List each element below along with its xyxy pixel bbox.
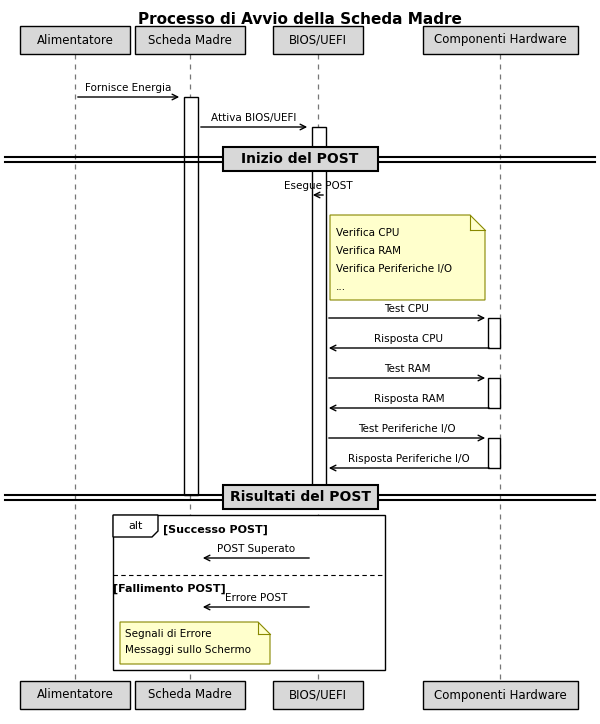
- Bar: [20, 681, 130, 709]
- Text: ...: ...: [336, 282, 346, 292]
- Text: Alimentatore: Alimentatore: [37, 33, 113, 46]
- Text: Verifica Periferiche I/O: Verifica Periferiche I/O: [336, 264, 452, 274]
- Text: [Successo POST]: [Successo POST]: [163, 525, 268, 535]
- Text: BIOS/UEFI: BIOS/UEFI: [289, 689, 347, 702]
- Text: Attiva BIOS/UEFI: Attiva BIOS/UEFI: [211, 113, 296, 123]
- Text: Esegue POST: Esegue POST: [284, 181, 352, 191]
- Bar: [184, 97, 198, 495]
- Bar: [135, 26, 245, 54]
- Text: Risultati del POST: Risultati del POST: [229, 490, 371, 504]
- Text: Test Periferiche I/O: Test Periferiche I/O: [358, 424, 456, 434]
- Text: Messaggi sullo Schermo: Messaggi sullo Schermo: [125, 645, 251, 655]
- Bar: [488, 438, 500, 468]
- Text: alt: alt: [128, 521, 143, 531]
- Polygon shape: [330, 215, 485, 300]
- Bar: [422, 681, 577, 709]
- Text: Test RAM: Test RAM: [384, 364, 430, 374]
- Text: Scheda Madre: Scheda Madre: [148, 689, 232, 702]
- Bar: [135, 681, 245, 709]
- Bar: [312, 127, 326, 495]
- Text: Risposta RAM: Risposta RAM: [374, 394, 445, 404]
- Bar: [223, 147, 377, 171]
- Text: Componenti Hardware: Componenti Hardware: [434, 689, 566, 702]
- Text: Test CPU: Test CPU: [385, 304, 430, 314]
- Polygon shape: [113, 515, 158, 537]
- Bar: [422, 26, 577, 54]
- Polygon shape: [120, 622, 270, 664]
- Text: Fornisce Energia: Fornisce Energia: [85, 83, 172, 93]
- Bar: [488, 318, 500, 348]
- Bar: [113, 515, 385, 670]
- Text: Errore POST: Errore POST: [225, 593, 287, 603]
- Text: POST Superato: POST Superato: [217, 544, 295, 554]
- Text: Alimentatore: Alimentatore: [37, 689, 113, 702]
- Text: BIOS/UEFI: BIOS/UEFI: [289, 33, 347, 46]
- Text: Processo di Avvio della Scheda Madre: Processo di Avvio della Scheda Madre: [138, 12, 462, 27]
- Bar: [273, 26, 363, 54]
- Bar: [488, 378, 500, 408]
- Text: Componenti Hardware: Componenti Hardware: [434, 33, 566, 46]
- Text: Scheda Madre: Scheda Madre: [148, 33, 232, 46]
- Text: Verifica RAM: Verifica RAM: [336, 246, 401, 256]
- Bar: [223, 485, 377, 509]
- Text: Verifica CPU: Verifica CPU: [336, 228, 400, 238]
- Text: Inizio del POST: Inizio del POST: [241, 152, 359, 166]
- Text: [Fallimento POST]: [Fallimento POST]: [113, 584, 226, 594]
- Bar: [273, 681, 363, 709]
- Bar: [20, 26, 130, 54]
- Text: Segnali di Errore: Segnali di Errore: [125, 629, 212, 639]
- Text: Risposta Periferiche I/O: Risposta Periferiche I/O: [348, 454, 470, 464]
- Text: Risposta CPU: Risposta CPU: [374, 334, 443, 344]
